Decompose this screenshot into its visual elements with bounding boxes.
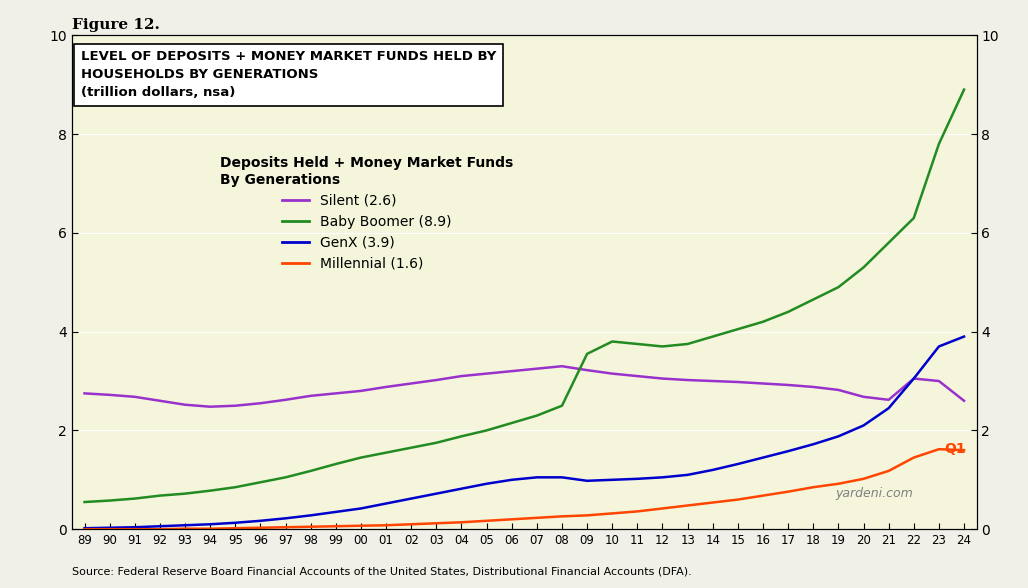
Text: Figure 12.: Figure 12. — [72, 18, 159, 32]
Text: yardeni.com: yardeni.com — [836, 486, 913, 500]
Text: Q1: Q1 — [944, 442, 965, 456]
Text: Source: Federal Reserve Board Financial Accounts of the United States, Distribut: Source: Federal Reserve Board Financial … — [72, 566, 692, 576]
Legend: Silent (2.6), Baby Boomer (8.9), GenX (3.9), Millennial (1.6): Silent (2.6), Baby Boomer (8.9), GenX (3… — [215, 151, 519, 276]
Text: LEVEL OF DEPOSITS + MONEY MARKET FUNDS HELD BY
HOUSEHOLDS BY GENERATIONS
(trilli: LEVEL OF DEPOSITS + MONEY MARKET FUNDS H… — [81, 50, 497, 99]
